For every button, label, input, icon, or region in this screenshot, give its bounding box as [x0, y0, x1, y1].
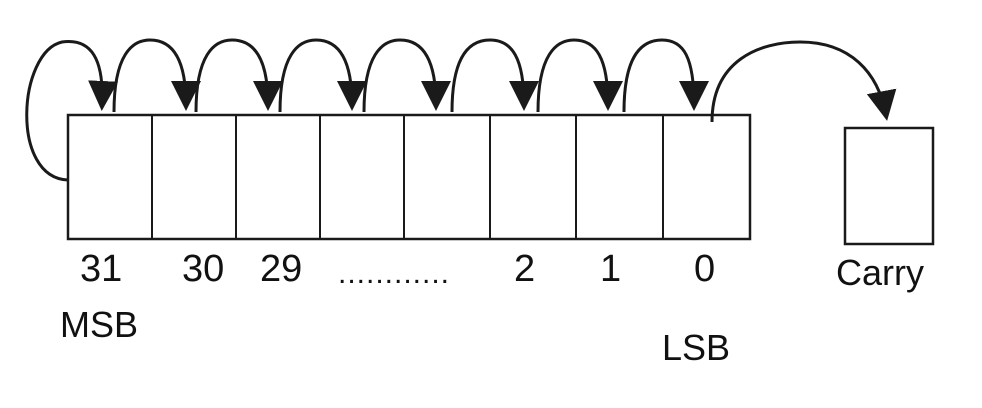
carry-box: [843, 126, 935, 246]
bit-label-ellipsis: ............: [338, 257, 450, 290]
shift-arrow: [112, 38, 201, 113]
shift-arrows: [112, 38, 709, 113]
bit-label-30: 30: [182, 248, 224, 290]
shift-arrow: [362, 38, 451, 113]
shift-arrow: [450, 38, 539, 113]
shift-arrow: [194, 38, 283, 113]
lsb-label: LSB: [662, 327, 730, 368]
carry-label: Carry: [836, 252, 924, 293]
bit-label-2: 2: [514, 248, 535, 290]
bit-label-0: 0: [694, 248, 715, 290]
shift-arrow: [622, 38, 709, 113]
shift-arrow: [278, 38, 367, 113]
bit-label-31: 31: [80, 248, 122, 290]
carry-arrow: [710, 40, 897, 123]
bit-label-1: 1: [600, 248, 621, 290]
msb-label: MSB: [60, 304, 138, 345]
bit-label-29: 29: [260, 248, 302, 290]
wraparound-arrow: [25, 40, 119, 182]
shift-arrow: [536, 38, 623, 113]
register-outline: [66, 113, 752, 241]
register: [66, 113, 752, 241]
